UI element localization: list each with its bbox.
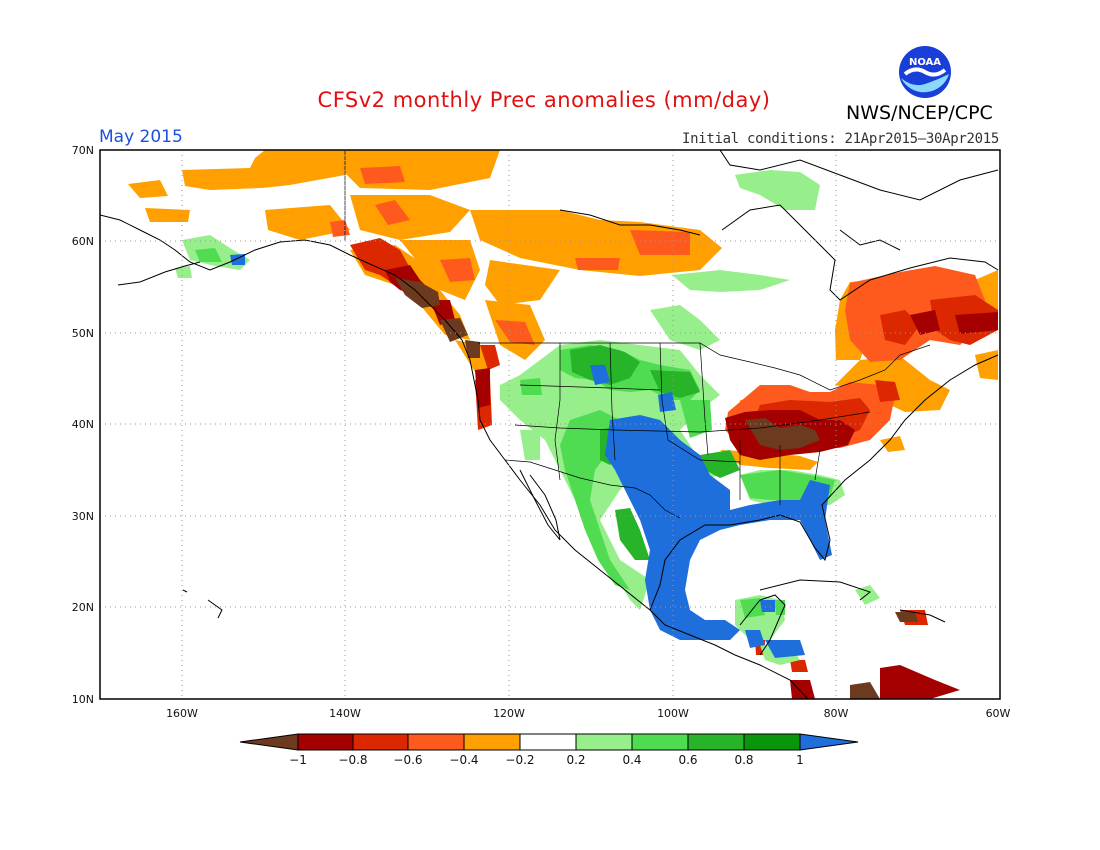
colorbar-cell-5 xyxy=(520,734,576,750)
colorbar-label: 1 xyxy=(796,753,804,767)
colorbar: −1 −0.8 −0.6 −0.4 −0.2 0.2 0.4 0.6 0.8 1 xyxy=(239,733,859,767)
lon-label-80w: 80W xyxy=(824,707,849,720)
colorbar-cell-3 xyxy=(408,734,464,750)
colorbar-cell-1 xyxy=(298,734,353,750)
coastlines xyxy=(100,150,999,699)
agency-label: NWS/NCEP/CPC xyxy=(846,102,993,124)
colorbar-label: −1 xyxy=(289,753,307,767)
colorbar-cell-2 xyxy=(353,734,408,750)
lon-axis: 160W 140W 120W 100W 80W 60W xyxy=(166,707,1010,720)
colorbar-label: −0.2 xyxy=(505,753,534,767)
lat-label-60n: 60N xyxy=(72,235,94,248)
colorbar-label: 0.8 xyxy=(734,753,753,767)
lon-label-100w: 100W xyxy=(657,707,689,720)
graticule xyxy=(100,150,1000,699)
colorbar-label: 0.6 xyxy=(678,753,697,767)
lat-label-10n: 10N xyxy=(72,693,94,706)
initial-conditions: Initial conditions: 21Apr2015–30Apr2015 xyxy=(681,131,999,147)
lon-label-160w: 160W xyxy=(166,707,198,720)
anomaly-extreme-wet xyxy=(230,254,832,658)
map-frame xyxy=(99,149,1001,700)
chart-title: CFSv2 monthly Prec anomalies (mm/day) xyxy=(317,88,771,112)
colorbar-cell-gt-1 xyxy=(800,734,858,750)
lat-label-20n: 20N xyxy=(72,601,94,614)
colorbar-label: −0.4 xyxy=(449,753,478,767)
lat-label-70n: 70N xyxy=(72,144,94,157)
colorbar-cell-4 xyxy=(464,734,520,750)
noaa-logo: NOAA xyxy=(899,46,951,98)
lat-label-30n: 30N xyxy=(72,510,94,523)
lat-axis: 70N 60N 50N 40N 30N 20N 10N xyxy=(72,144,94,706)
noaa-logo-text: NOAA xyxy=(909,57,941,68)
lon-label-60w: 60W xyxy=(986,707,1011,720)
forecast-month: May 2015 xyxy=(99,127,183,147)
anomaly-field xyxy=(128,150,998,699)
lon-label-140w: 140W xyxy=(329,707,361,720)
lat-label-50n: 50N xyxy=(72,327,94,340)
colorbar-cell-7 xyxy=(632,734,688,750)
colorbar-cell-lt-neg1 xyxy=(240,734,298,750)
anomaly-strong-wet xyxy=(570,345,740,560)
colorbar-label: 0.2 xyxy=(566,753,585,767)
lat-label-40n: 40N xyxy=(72,418,94,431)
colorbar-label: 0.4 xyxy=(622,753,641,767)
colorbar-label: −0.8 xyxy=(338,753,367,767)
lon-label-120w: 120W xyxy=(493,707,525,720)
colorbar-cell-9 xyxy=(744,734,800,750)
colorbar-label: −0.6 xyxy=(393,753,422,767)
colorbar-cell-8 xyxy=(688,734,744,750)
colorbar-cell-6 xyxy=(576,734,632,750)
